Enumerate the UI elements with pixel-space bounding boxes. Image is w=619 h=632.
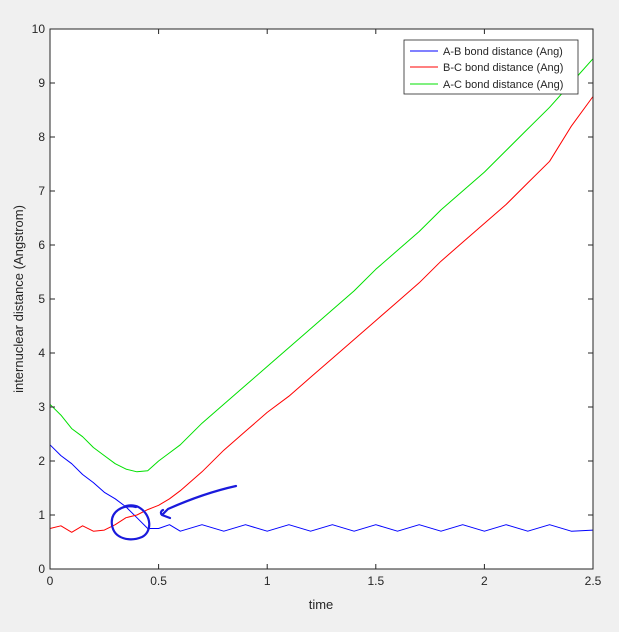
series-ac-line	[49, 58, 594, 473]
handwritten-annotation	[110, 484, 238, 541]
x-tick-label: 1	[264, 574, 271, 588]
y-tick-label: 4	[38, 346, 45, 360]
x-tick-label: 0	[47, 574, 54, 588]
series-layer	[49, 58, 594, 533]
x-axis-label: time	[309, 597, 334, 612]
y-tick-label: 10	[32, 22, 46, 36]
y-axis-label: internuclear distance (Angstrom)	[11, 205, 26, 393]
x-tick-label: 1.5	[367, 574, 384, 588]
y-tick-label: 1	[38, 508, 45, 522]
annotation-circle	[110, 504, 151, 541]
x-tick-label: 0.5	[150, 574, 167, 588]
annotation-arrow	[159, 484, 238, 520]
y-tick-label: 5	[38, 292, 45, 306]
series-ab-line	[49, 444, 594, 532]
y-tick-label: 8	[38, 130, 45, 144]
x-tick-label: 2.5	[585, 574, 602, 588]
plot-area	[50, 29, 593, 569]
tick-layer: 0 0.5 1 1.5 2 2.5 0 1 2 3 4 5 6 7 8 9 10	[32, 22, 602, 588]
y-tick-label: 6	[38, 238, 45, 252]
y-tick-label: 9	[38, 76, 45, 90]
legend: A-B bond distance (Ang) B-C bond distanc…	[403, 39, 579, 95]
series-bc-line	[49, 96, 594, 533]
y-tick-label: 7	[38, 184, 45, 198]
legend-label-bc: B-C bond distance (Ang)	[443, 62, 563, 74]
y-tick-label: 3	[38, 400, 45, 414]
y-tick-label: 2	[38, 454, 45, 468]
legend-label-ab: A-B bond distance (Ang)	[443, 46, 563, 58]
legend-label-ac: A-C bond distance (Ang)	[443, 79, 563, 91]
y-tick-label: 0	[38, 562, 45, 576]
x-tick-label: 2	[481, 574, 488, 588]
